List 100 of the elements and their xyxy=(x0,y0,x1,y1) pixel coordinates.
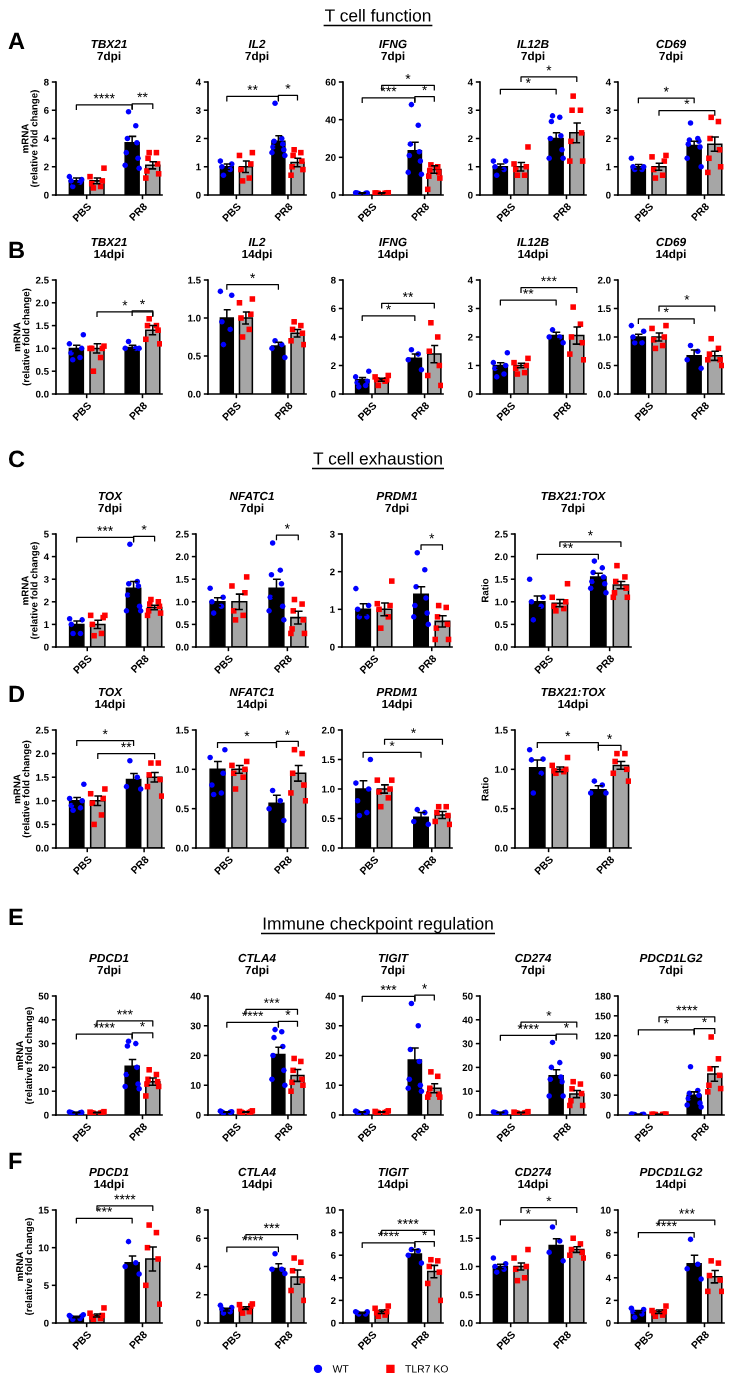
y-tick-label: 1.5 xyxy=(36,774,49,781)
text: *** xyxy=(97,526,114,531)
y-tick-label: 40 xyxy=(325,992,336,1000)
y-tick-label: 6 xyxy=(196,1234,201,1242)
y-tick-label: 1 xyxy=(44,621,49,628)
chart-title: CD69 xyxy=(656,237,687,247)
chart-title: IL12B xyxy=(517,237,549,247)
y-tick-label: 2 xyxy=(329,568,335,576)
y-tick-label: 10 xyxy=(325,1206,336,1214)
chart-subtitle: 14dpi xyxy=(237,699,267,711)
legend-label: TLR7 KO xyxy=(405,1365,448,1373)
y-tick-label: 1.0 xyxy=(36,797,49,805)
chart-subtitle: 7dpi xyxy=(521,965,545,977)
text: F xyxy=(9,1152,22,1170)
y-tick-label: 0 xyxy=(196,191,201,199)
chart-title: IFNG xyxy=(379,39,407,49)
chart-subtitle: 7dpi xyxy=(381,965,405,977)
y-tick-label: 0 xyxy=(468,390,473,398)
chart-subtitle: 7dpi xyxy=(245,51,269,63)
y-tick-label: 3 xyxy=(43,575,49,583)
y-tick-label: 0 xyxy=(606,191,611,199)
y-tick-label: 1.0 xyxy=(188,314,201,322)
text: **** xyxy=(114,1194,136,1200)
y-axis-title: Ratio xyxy=(481,578,489,602)
y-tick-label: 1.0 xyxy=(176,598,189,606)
y-tick-label: 30 xyxy=(190,1022,201,1030)
y-tick-label: 0 xyxy=(44,1319,49,1327)
y-tick-label: 2.0 xyxy=(597,276,611,284)
text: * xyxy=(141,524,147,530)
y-tick-label: 4 xyxy=(467,78,473,86)
annotation: **** xyxy=(93,93,115,99)
annotation: * xyxy=(663,1018,669,1024)
annotation: * xyxy=(587,530,593,536)
y-tick-label: 1.0 xyxy=(176,766,189,773)
chart-subtitle: 14dpi xyxy=(656,249,686,261)
chart-title: NFATC1 xyxy=(229,687,274,697)
chart-title: PDCD1LG2 xyxy=(639,1167,703,1177)
annotation: * xyxy=(546,1010,552,1016)
text: B xyxy=(9,241,24,259)
chart-title: PDCD1 xyxy=(89,953,129,963)
y-axis-title: mRNA (relative fold change) xyxy=(16,1218,35,1315)
y-tick-label: 4 xyxy=(605,78,611,86)
y-tick-label: 10 xyxy=(190,1081,201,1089)
y-tick-label: 0.0 xyxy=(175,643,189,651)
y-tick-label: 3 xyxy=(467,106,473,114)
y-tick-label: 0.0 xyxy=(597,390,611,398)
annotation: * xyxy=(684,294,690,300)
y-tick-label: 0 xyxy=(196,1111,201,1119)
y-tick-label: 1.0 xyxy=(322,785,335,793)
y-tick-label: 30 xyxy=(600,1091,611,1099)
text: * xyxy=(405,74,411,79)
chart-subtitle: 14dpi xyxy=(94,1179,124,1191)
annotation: * xyxy=(429,533,435,539)
annotation: * xyxy=(607,734,613,739)
y-tick-label: 40 xyxy=(190,992,201,1000)
y-tick-label: 20 xyxy=(462,1064,473,1072)
y-tick-label: 0.5 xyxy=(494,805,508,813)
y-tick-label: 0 xyxy=(331,390,336,398)
y-tick-label: 3 xyxy=(467,305,473,313)
annotation: ** xyxy=(523,288,534,294)
annotation: *** xyxy=(263,998,280,1004)
y-tick-label: 10 xyxy=(38,1244,49,1252)
y-tick-label: 2.0 xyxy=(35,750,49,758)
y-tick-label: 1.5 xyxy=(322,756,335,764)
y-tick-label: 2.0 xyxy=(175,553,189,561)
y-tick-label: 10 xyxy=(600,1206,611,1214)
text: C xyxy=(8,450,25,468)
text: E xyxy=(9,908,23,926)
annotation: * xyxy=(563,1022,569,1028)
y-tick-label: 1.5 xyxy=(495,726,508,734)
annotation: * xyxy=(244,731,250,737)
y-tick-label: 2 xyxy=(43,598,49,606)
annotation: * xyxy=(701,1017,707,1023)
y-tick-label: 60 xyxy=(600,1072,611,1079)
chart-title: TOX xyxy=(98,491,123,501)
y-tick-label: 4 xyxy=(43,553,49,561)
chart-subtitle: 14dpi xyxy=(242,249,272,261)
text: * xyxy=(546,65,552,71)
annotation: * xyxy=(525,78,531,83)
y-tick-label: 1.5 xyxy=(176,726,189,734)
y-tick-label: 2 xyxy=(195,1291,201,1299)
annotation: ** xyxy=(137,92,148,98)
y-tick-label: 0.5 xyxy=(494,621,508,629)
y-tick-label: 1.0 xyxy=(598,333,611,341)
annotation: **** xyxy=(676,1005,698,1011)
chart-title: TBX21:TOX xyxy=(541,687,606,697)
y-tick-label: 2 xyxy=(43,163,49,171)
chart-subtitle: 14dpi xyxy=(242,1179,272,1191)
y-tick-label: 50 xyxy=(38,992,49,1000)
y-tick-label: 40 xyxy=(325,116,336,124)
chart-subtitle: 7dpi xyxy=(659,965,683,977)
y-tick-label: 0.5 xyxy=(597,362,611,370)
annotation: * xyxy=(102,729,108,735)
chart-subtitle: 7dpi xyxy=(561,503,585,515)
y-tick-label: 5 xyxy=(43,530,49,538)
annotation: * xyxy=(139,1021,145,1027)
y-tick-label: 150 xyxy=(595,1012,611,1020)
chart-title: CTLA4 xyxy=(238,953,276,963)
y-tick-label: 4 xyxy=(43,135,49,143)
y-tick-label: 40 xyxy=(38,1016,49,1024)
